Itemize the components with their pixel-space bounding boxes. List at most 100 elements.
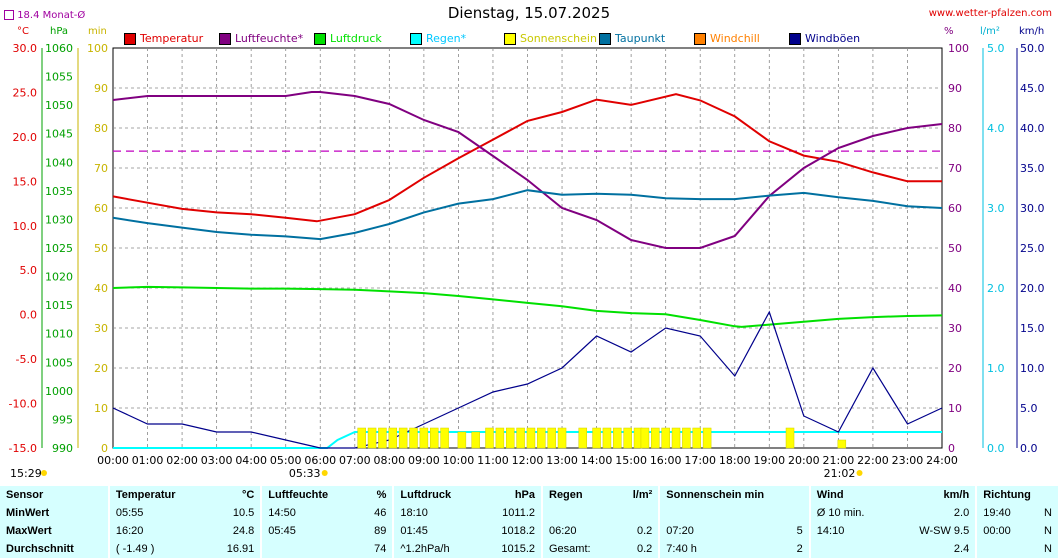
legend-swatch (124, 32, 136, 45)
legend-item: Luftfeuchte* (219, 32, 303, 45)
y-tick-label-humidity: 50 (948, 242, 962, 255)
current-time-label: 15:29 (10, 467, 42, 480)
stats-cell-dir-time (975, 540, 1031, 558)
stats-cell-rain-val: 0.2 (637, 543, 653, 555)
stats-cell-temp-time: 05:55 (107, 504, 207, 522)
stats-cell-temp-val: 16.91 (226, 543, 255, 555)
y-tick-label-rain: 1.0 (987, 362, 1005, 375)
stats-cell-temp-val: 10.5 (232, 507, 255, 519)
stats-cell-press-time: 18:10 (392, 504, 480, 522)
site-link[interactable]: www.wetter-pfalzen.com (928, 8, 1052, 19)
sunshine-bar (471, 431, 480, 449)
y-tick-label-rain: 4.0 (987, 122, 1005, 135)
y-tick-label-pressure: 1050 (45, 99, 73, 112)
sunshine-bar (592, 427, 601, 449)
legend-label: Luftdruck (330, 32, 382, 45)
sunshine-bar (671, 427, 681, 449)
x-tick-label: 18:00 (719, 454, 751, 467)
stats-cell-dir-time: 19:40 (975, 504, 1031, 522)
y-tick-label-temp: 5.0 (20, 264, 38, 277)
x-tick-label: 03:00 (201, 454, 233, 467)
y-tick-label-wind: 5.0 (1020, 402, 1038, 415)
sunshine-bar (388, 427, 398, 449)
stats-row: MinWert 05:55 10.5 14:50 46 18:10 1011.2 Ø 10 m… (0, 504, 1058, 522)
stats-cell-dir-val: N (1044, 525, 1052, 537)
y-tick-label-temp: 25.0 (13, 86, 38, 99)
stats-header-hum-unit: % (376, 489, 387, 501)
y-tick-label-pressure: 1035 (45, 185, 73, 198)
sunshine-bar (429, 427, 439, 449)
unit-temp: °C (17, 26, 29, 37)
y-tick-label-wind: 30.0 (1020, 202, 1045, 215)
y-tick-label-pressure: 1005 (45, 356, 73, 369)
stats-cell-dir-val: N (1044, 543, 1052, 555)
stats-cell-sun-val: 2 (796, 543, 803, 555)
stats-cell-hum-time (260, 540, 360, 558)
stats-header-wind: Wind (808, 486, 892, 504)
x-tick-label: 07:00 (339, 454, 371, 467)
sunshine-bar (409, 427, 418, 449)
y-tick-label-humidity: 70 (948, 162, 962, 175)
stats-cell-sun-time: 07:20 (658, 522, 764, 540)
y-tick-label-rain: 2.0 (987, 282, 1005, 295)
y-tick-label-temp: 0.0 (20, 309, 38, 322)
stats-cell-rain-val: 0.2 (637, 525, 653, 537)
x-tick-label: 05:00 (270, 454, 302, 467)
series-line-windben (112, 310, 943, 449)
sunshine-bar (613, 427, 622, 449)
sunshine-bar (557, 427, 567, 449)
x-tick-label: 20:00 (788, 454, 820, 467)
unit-minutes: min (88, 26, 107, 37)
stats-cell-sun-val (764, 504, 810, 522)
y-tick-label-humidity: 40 (948, 282, 962, 295)
x-tick-label: 17:00 (684, 454, 716, 467)
stats-header-press: Luftdruck (392, 486, 480, 504)
stats-header-wind-unit: km/h (943, 489, 970, 501)
stats-header-dir: Richtung (975, 486, 1058, 504)
y-tick-label-wind: 10.0 (1020, 362, 1045, 375)
y-tick-label-rain: 0.0 (987, 442, 1005, 455)
legend-item: Sonnenschein (504, 32, 597, 45)
stats-row: Durchschnitt ( -1.49 ) 16.91 74 ^1.2hPa/h 101… (0, 540, 1058, 558)
stats-cell-press-val: 1011.2 (502, 507, 535, 519)
y-tick-label-temp: 20.0 (13, 131, 38, 144)
stats-cell-hum-val: 74 (374, 543, 387, 555)
stats-header-rain: Regen (540, 486, 616, 504)
sunshine-bar (485, 427, 494, 449)
y-tick-label-pressure: 1015 (45, 299, 73, 312)
sunshine-bar (702, 427, 712, 449)
x-tick-label: 09:00 (408, 454, 440, 467)
x-tick-label: 22:00 (857, 454, 889, 467)
sunshine-bar (398, 427, 408, 449)
stats-cell-dir-val: N (1044, 507, 1052, 519)
y-tick-label-humidity: 0 (948, 442, 955, 455)
series-line-luftfeuchte (112, 91, 943, 249)
x-tick-label: 08:00 (373, 454, 405, 467)
sunshine-bar (692, 427, 702, 449)
y-tick-label-wind: 0.0 (1020, 442, 1038, 455)
sunshine-bar (578, 427, 588, 449)
y-tick-label-wind: 40.0 (1020, 122, 1045, 135)
unit-humidity: % (944, 26, 954, 37)
legend-swatch (504, 32, 516, 45)
stats-cell-wind-time: Ø 10 min. (808, 504, 892, 522)
y-tick-label-minutes: 20 (94, 362, 108, 375)
y-tick-label-minutes: 40 (94, 282, 108, 295)
y-tick-label-humidity: 30 (948, 322, 962, 335)
series-line-temperatur (112, 93, 942, 223)
stats-header-temp-unit: °C (241, 489, 255, 501)
stats-header-hum: Luftfeuchte (260, 486, 360, 504)
stats-cell-sun-time (658, 504, 764, 522)
legend-swatch (314, 32, 326, 45)
y-tick-label-pressure: 1000 (45, 385, 73, 398)
stats-cell-press-val: 1015.2 (501, 543, 535, 555)
stats-cell-press-time: 01:45 (392, 522, 480, 540)
y-tick-label-temp: 10.0 (13, 220, 38, 233)
sunshine-bar (785, 427, 795, 449)
series-line-luftdruck (112, 285, 943, 328)
stats-row: MaxWert 16:20 24.8 05:45 89 01:45 1018.2 06:20 0… (0, 522, 1058, 540)
stats-cell-sun-time: 7:40 h (658, 540, 764, 558)
stats-cell-wind-time: 14:10 (808, 522, 892, 540)
y-tick-label-temp: -5.0 (16, 353, 37, 366)
legend-label: Regen* (426, 32, 467, 45)
